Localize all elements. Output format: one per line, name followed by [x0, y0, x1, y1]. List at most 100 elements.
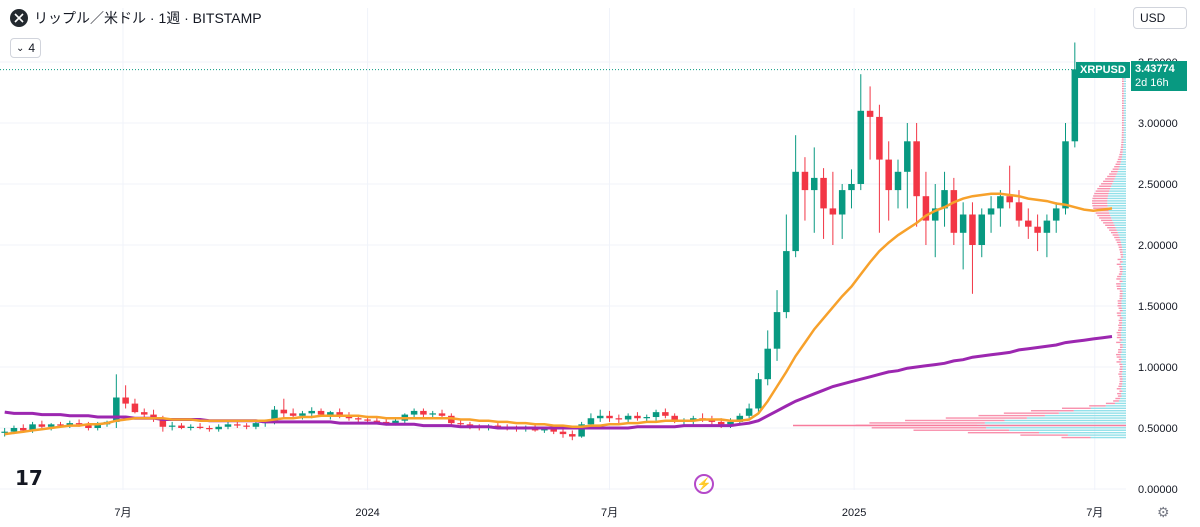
volume-profile-bar-up [1124, 112, 1126, 113]
candle-body [951, 190, 958, 233]
moving-average-fast [5, 194, 1112, 434]
price-axis[interactable]: 0.00000 0.50000 1.00000 1.50000 2.00000 2.500… [1138, 57, 1178, 496]
volume-profile-bar-up [1121, 388, 1126, 389]
volume-profile-bar-up [1123, 151, 1126, 152]
candle-body [1044, 221, 1051, 233]
volume-profile-bar-up [1121, 278, 1126, 279]
volume-profile-bar-up [1121, 356, 1126, 357]
time-axis[interactable]: 7月20247月20257月20267月 [114, 507, 1200, 519]
volume-profile-bar-up [1120, 237, 1126, 238]
volume-profile-bar-down [1118, 159, 1122, 160]
volume-profile-bar-up [1124, 122, 1126, 123]
volume-profile-bar-down [1119, 156, 1122, 157]
volume-profile-bar-down [1119, 359, 1122, 360]
price-tick-label: 2.00000 [1138, 240, 1178, 252]
volume-profile-bar-up [1091, 437, 1126, 438]
volume-profile-bar-down [1117, 242, 1121, 243]
volume-profile-bar-down [1004, 412, 1059, 413]
volume-profile-bar-up [1121, 337, 1126, 338]
volume-profile-bar-down [946, 417, 1027, 418]
volume-profile-bar-down [1116, 283, 1120, 284]
volume-profile-bar-up [1121, 312, 1126, 313]
volume-profile-bar-up [1124, 115, 1126, 116]
volume-profile-bar-down [1092, 205, 1107, 206]
lightning-icon[interactable]: ⚡ [694, 474, 714, 494]
volume-profile-bar-down [1120, 149, 1123, 150]
candles [1, 42, 1087, 440]
volume-profile-bar-down [1122, 127, 1124, 128]
volume-profile-bar-up [1123, 378, 1126, 379]
volume-profile-bar-up [1124, 127, 1126, 128]
candle-body [1006, 196, 1013, 202]
candle-body [811, 178, 818, 190]
candle-body [1034, 227, 1041, 233]
volume-profile-bar-down [1119, 266, 1122, 267]
volume-profile-bar-down [1119, 364, 1122, 365]
price-tick-label: 3.00000 [1138, 118, 1178, 130]
bar-countdown: 2d 16h [1135, 76, 1183, 90]
time-tick-label: 2024 [355, 507, 379, 519]
price-tick-label: 1.00000 [1138, 362, 1178, 374]
volume-profile-bar-down [1122, 125, 1124, 126]
volume-profile-bar-up [1111, 186, 1126, 187]
price-tick-label: 2.50000 [1138, 179, 1178, 191]
volume-profile-bar-up [1124, 120, 1126, 121]
candle-body [1016, 202, 1023, 220]
volume-profile-bar-up [1116, 176, 1126, 177]
volume-profile-bar-down [1117, 286, 1121, 287]
tradingview-logo-icon[interactable]: 𝟭𝟳 [15, 466, 43, 490]
candle-body [718, 422, 725, 424]
volume-profile-bar-down [1115, 398, 1120, 399]
volume-profile-bar-down [1117, 388, 1121, 389]
volume-profile-bar-up [1124, 117, 1126, 118]
volume-profile-bar-down [1122, 93, 1124, 94]
volume-profile-bar-up [1109, 193, 1126, 194]
candle-body [625, 416, 632, 420]
candle-body [178, 426, 185, 428]
volume-profile-bar-down [1103, 222, 1113, 223]
volume-profile-bar-down [1092, 200, 1107, 201]
indicators-toggle[interactable]: ⌄ 4 [10, 38, 41, 58]
volume-profile-bar-up [1122, 371, 1126, 372]
volume-profile-bar-down [1122, 115, 1124, 116]
candle-body [132, 404, 139, 413]
volume-profile-bar-up [1122, 349, 1126, 350]
volume-profile-bar-up [1045, 415, 1126, 416]
volume-profile-bar-down [1101, 220, 1112, 221]
volume-profile-bar-up [1119, 234, 1126, 235]
candle-body [606, 416, 613, 418]
volume-profile-bar-down [1122, 134, 1124, 135]
settings-icon[interactable]: ⚙ [1157, 505, 1171, 519]
candle-body [197, 427, 204, 428]
volume-profile-bar-down [1122, 120, 1124, 121]
volume-profile-bar-up [1123, 347, 1126, 348]
volume-profile-bar-down [1107, 176, 1115, 177]
volume-profile-bar-down [1117, 288, 1121, 289]
volume-profile-bar-down [1122, 103, 1124, 104]
volume-profile-bar-up [1122, 325, 1126, 326]
volume-profile-bar-up [1116, 227, 1126, 228]
volume-profile-bar-down [1121, 144, 1123, 145]
volume-profile-bar-up [1122, 395, 1126, 396]
volume-profile-bar-up [1123, 317, 1126, 318]
volume-profile-bar-up [1113, 181, 1126, 182]
volume-profile-bar-up [1108, 205, 1126, 206]
volume-profile-bar-down [1122, 88, 1124, 89]
currency-button[interactable]: USD [1133, 7, 1187, 29]
symbol-header[interactable]: リップル／米ドル · 1週 · BITSTAMP [10, 8, 262, 28]
volume-profile-bar-down [1113, 234, 1119, 235]
volume-profile-bar-down [1119, 154, 1122, 155]
volume-profile-bar-down [1119, 339, 1122, 340]
candle-body [1025, 221, 1032, 227]
volume-profile-bar-down [1117, 264, 1121, 265]
candle-body [392, 421, 399, 423]
candle-body [774, 312, 781, 349]
volume-profile-bar-down [1119, 383, 1122, 384]
volume-profile-bar-up [1115, 403, 1126, 404]
volume-profile-bar-up [1122, 381, 1126, 382]
price-tick-label: 0.00000 [1138, 484, 1178, 496]
volume-profile-bar-down [1116, 361, 1120, 362]
volume-profile-bar-down [869, 422, 984, 423]
candle-body [839, 190, 846, 214]
